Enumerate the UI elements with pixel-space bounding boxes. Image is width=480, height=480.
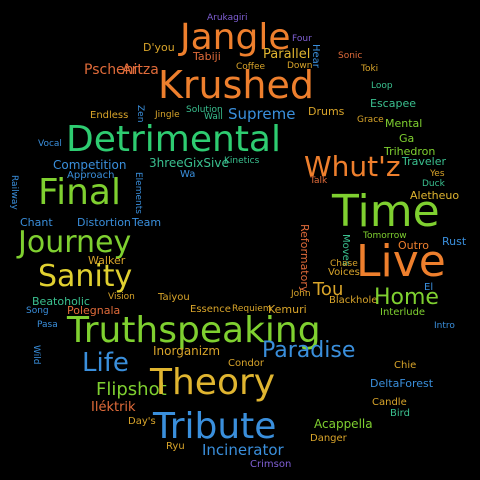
word-incinerator: Incinerator xyxy=(202,441,284,459)
word-mental: Mental xyxy=(385,117,423,130)
word-intro: Intro xyxy=(434,321,455,331)
word-arukagiri: Arukagiri xyxy=(207,13,248,23)
word-el: El xyxy=(424,282,434,293)
word-song: Song xyxy=(26,306,49,316)
word-d-you: D'you xyxy=(143,41,175,54)
word-tribute: Tribute xyxy=(153,406,277,447)
word-requiem: Requiem xyxy=(232,304,272,314)
word-art: Art xyxy=(122,62,143,78)
word-railway: Railway xyxy=(9,175,19,210)
word-3hreegixsive: 3hreeGixSive xyxy=(149,156,229,170)
word-live: Live xyxy=(356,236,446,287)
word-blackhole: Blackhole xyxy=(329,295,378,306)
word-jingle: Jingle xyxy=(155,110,180,120)
word-final: Final xyxy=(38,172,121,213)
word-outro: Outro xyxy=(398,239,429,252)
word-detrimental: Detrimental xyxy=(66,119,281,160)
word-talk: Talk xyxy=(310,176,328,186)
word-bird: Bird xyxy=(390,408,410,419)
word-john: John xyxy=(291,289,311,299)
word-home: Home xyxy=(374,285,439,310)
word-wild: Wild xyxy=(31,345,41,365)
word-whut-z: Whut'z xyxy=(304,150,401,183)
word-kinetics: Kinetics xyxy=(224,156,260,166)
word-reformatory: Reformatory xyxy=(298,224,311,293)
word-theory: Theory xyxy=(150,362,276,403)
word-tou: Tou xyxy=(313,279,344,300)
word-aletheuo: Aletheuo xyxy=(410,189,460,202)
word-crimson: Crimson xyxy=(250,459,292,470)
word-grace: Grace xyxy=(357,115,384,125)
word-polegnala: Polegnala xyxy=(67,304,121,317)
word-chant: Chant xyxy=(20,216,53,229)
word-paradise: Paradise xyxy=(262,338,356,363)
word-beatoholic: Beatoholic xyxy=(32,295,90,308)
word-voices: Voices xyxy=(328,267,360,278)
word-wall: Wall xyxy=(204,112,223,122)
word-chase: Chase xyxy=(330,259,358,269)
word-krushed: Krushed xyxy=(158,63,315,107)
word-life: Life xyxy=(82,348,129,378)
word-approach: Approach xyxy=(67,170,115,181)
word-parallel: Parallel xyxy=(263,47,311,62)
word-day-s: Day's xyxy=(128,416,156,427)
word-interlude: Interlude xyxy=(380,307,426,318)
word-supreme: Supreme xyxy=(228,105,296,123)
word-loop: Loop xyxy=(371,81,393,91)
word-walker: Walker xyxy=(88,254,126,267)
word-duck: Duck xyxy=(422,179,445,189)
word-sonic: Sonic xyxy=(338,51,363,61)
word-taiyou: Taiyou xyxy=(158,292,190,303)
word-competition: Competition xyxy=(53,158,127,172)
word-flipshot: Flipshot xyxy=(96,379,167,400)
word-tabiji: Tabiji xyxy=(193,50,221,63)
word-distortion: Distortion xyxy=(77,216,131,229)
word-acappella: Acappella xyxy=(314,417,373,431)
word-trihedron: Trihedron xyxy=(384,145,436,158)
word-wa: Wa xyxy=(180,169,196,180)
word-toki: Toki xyxy=(361,64,379,74)
word-endless: Endless xyxy=(90,110,129,121)
word-traveler: Traveler xyxy=(402,155,446,168)
word-down: Down xyxy=(287,61,313,71)
word-escapee: Escapee xyxy=(370,97,416,110)
word-drums: Drums xyxy=(308,105,345,118)
word-il-ktrik: Iléktrik xyxy=(91,400,136,415)
word-sanity: Sanity xyxy=(38,259,133,294)
word-inorganizm: Inorganizm xyxy=(153,344,221,358)
word-condor: Condor xyxy=(228,358,265,369)
word-time: Time xyxy=(332,186,440,237)
word-coffee: Coffee xyxy=(236,62,266,72)
word-solution: Solution xyxy=(186,105,223,115)
word-four: Four xyxy=(292,34,312,44)
word-truthspeaking: Truthspeaking xyxy=(67,310,321,351)
word-elements: Elements xyxy=(133,172,143,214)
word-deltaforest: DeltaForest xyxy=(370,377,434,390)
word-vision: Vision xyxy=(108,292,135,302)
word-candle: Candle xyxy=(372,397,407,408)
word-rust: Rust xyxy=(442,235,467,248)
word-pasa: Pasa xyxy=(37,320,58,330)
word-journey: Journey xyxy=(18,225,132,260)
word-essence: Essence xyxy=(190,304,231,315)
word-jangle: Jangle xyxy=(180,17,291,58)
word-vocal: Vocal xyxy=(38,139,62,149)
word-danger: Danger xyxy=(310,433,347,444)
word-team: Team xyxy=(132,216,162,229)
word-tomorrow: Tomorrow xyxy=(363,231,407,241)
word-pschenitza: Pschenitza xyxy=(84,62,159,78)
word-chie: Chie xyxy=(394,360,417,371)
word-ga: Ga xyxy=(399,132,415,145)
word-ryu: Ryu xyxy=(166,441,185,452)
word-kemuri: Kemuri xyxy=(268,303,307,316)
word-yes: Yes xyxy=(430,169,445,179)
